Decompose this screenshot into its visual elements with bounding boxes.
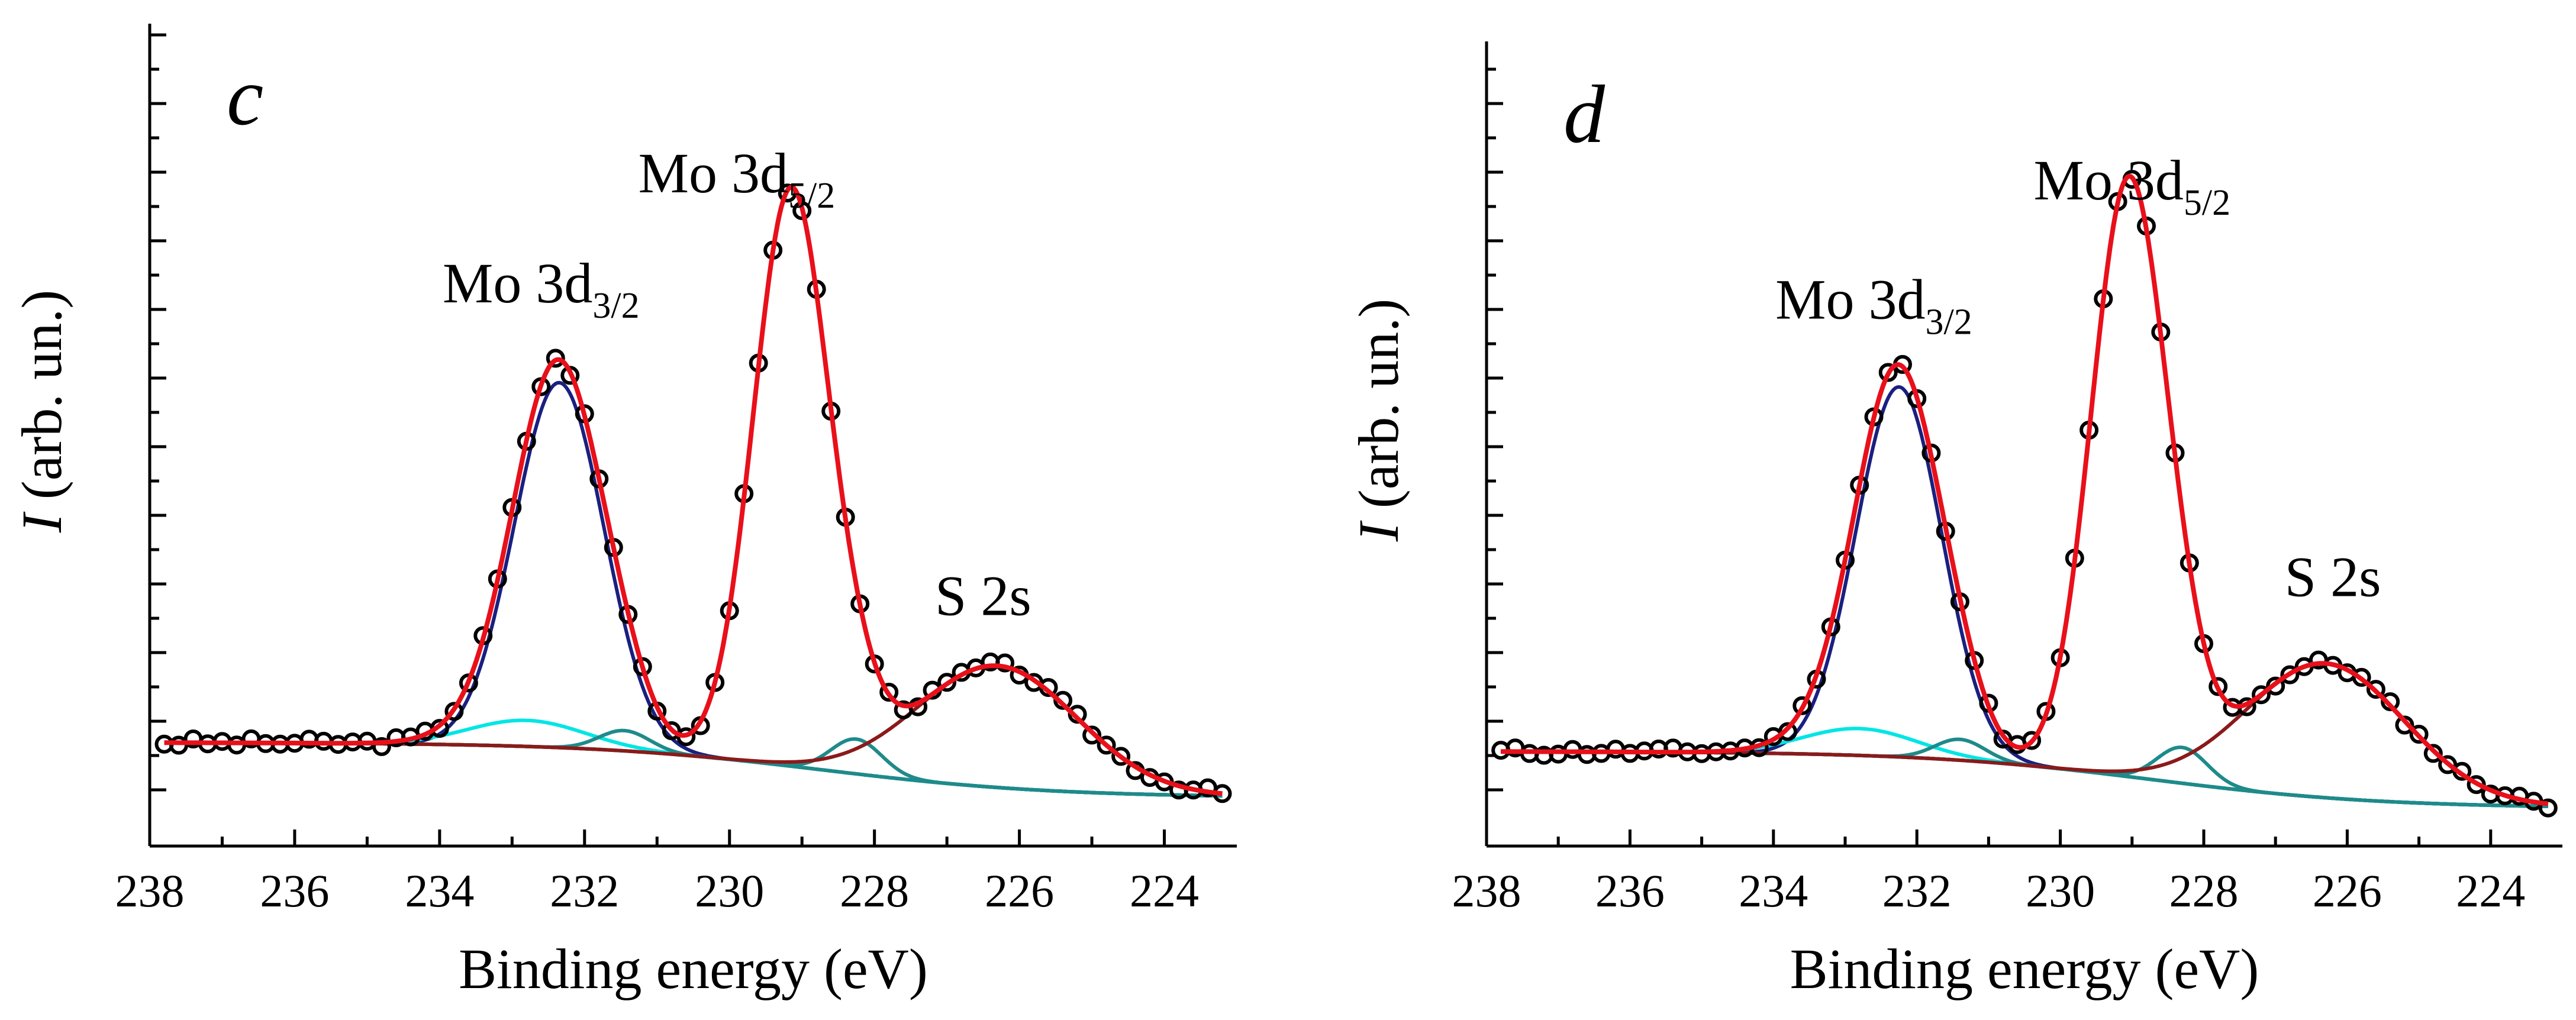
peak-label-main: Mo 3d	[639, 141, 788, 205]
data-point	[2395, 715, 2414, 735]
data-point	[2022, 731, 2042, 750]
peak-label-main: Mo 3d	[2034, 149, 2184, 212]
x-tick-label: 230	[2026, 865, 2095, 916]
data-point	[2252, 685, 2271, 705]
x-tick-label: 234	[1739, 865, 1808, 916]
x-axis-label: Binding energy (eV)	[1790, 937, 2259, 1000]
peak-label: S 2s	[2285, 545, 2381, 609]
x-tick-label: 224	[2456, 865, 2525, 916]
data-point	[1792, 696, 1812, 715]
data-point	[546, 348, 565, 368]
peak-label: Mo 3d5/2	[2034, 149, 2231, 223]
data-point	[2381, 692, 2400, 712]
data-point	[995, 653, 1015, 673]
data-point	[2423, 744, 2443, 763]
x-tick-label: 238	[1452, 865, 1521, 916]
peak-label: Mo 3d3/2	[443, 251, 640, 326]
data-point	[444, 702, 464, 721]
x-tick-label: 236	[1595, 865, 1665, 916]
data-point	[2266, 676, 2285, 696]
panel-d: 238 236 234 232 230 228 226 224 Binding energy (…	[1347, 41, 2562, 1000]
data-point	[1111, 747, 1131, 766]
x-tick-label: 228	[2169, 865, 2239, 916]
data-point	[1068, 705, 1087, 724]
x-tick-label: 224	[1130, 865, 1199, 916]
data-point	[1878, 363, 1898, 382]
data-point	[2352, 667, 2371, 687]
x-tick-label: 232	[1882, 865, 1952, 916]
peak-label-subscript: 3/2	[592, 286, 639, 326]
data-point	[1082, 725, 1102, 745]
x-tick-label: 234	[405, 865, 474, 916]
x-axis-label: Binding energy (eV)	[459, 937, 928, 1000]
x-tick-label: 236	[260, 865, 329, 916]
peak-label-subscript: 5/2	[788, 176, 835, 216]
x-tick-label: 228	[840, 865, 909, 916]
peak-label-main: S 2s	[2285, 545, 2381, 609]
peak-label: S 2s	[935, 564, 1031, 628]
data-point	[372, 737, 391, 756]
panel-label: d	[1563, 69, 1605, 160]
data-point	[1097, 735, 1116, 755]
x-tick-label: 232	[550, 865, 619, 916]
peak-label-subscript: 3/2	[1926, 302, 1972, 343]
y-axis-label-symbol: I	[1347, 520, 1410, 542]
panel-label: c	[227, 51, 263, 143]
envelope-fit-line	[164, 185, 1223, 796]
peak-label: Mo 3d3/2	[1775, 268, 1972, 343]
panel-c: 238 236 234 232 230 228 226 224 Binding energy (…	[10, 24, 1237, 1000]
data-point	[879, 683, 899, 702]
y-axis-label-symbol: I	[10, 511, 73, 533]
data-point	[2538, 798, 2558, 818]
peak-label-main: Mo 3d	[1775, 268, 1925, 331]
x-tick-label: 230	[695, 865, 764, 916]
peak-label-main: S 2s	[935, 564, 1031, 628]
envelope-fit-line	[1501, 173, 2549, 806]
peak-label: Mo 3d5/2	[639, 141, 836, 216]
s-2s-line	[1501, 661, 2549, 806]
data-point	[2280, 665, 2300, 685]
y-axis-label-units: (arb. un.)	[10, 290, 73, 514]
data-point	[2209, 677, 2228, 696]
data-point	[2366, 680, 2385, 699]
y-axis-label: I (arb. un.)	[1347, 299, 1410, 542]
y-axis-label: I (arb. un.)	[10, 290, 73, 533]
y-axis-label-units: (arb. un.)	[1347, 299, 1410, 523]
peak-label-subscript: 5/2	[2184, 183, 2230, 223]
x-tick-label: 238	[115, 865, 185, 916]
x-tick-label: 226	[2313, 865, 2382, 916]
x-tick-label: 226	[985, 865, 1054, 916]
data-point	[937, 673, 957, 692]
data-point	[1778, 722, 1797, 741]
peak-label-main: Mo 3d	[443, 251, 592, 315]
data-point	[2409, 725, 2429, 744]
